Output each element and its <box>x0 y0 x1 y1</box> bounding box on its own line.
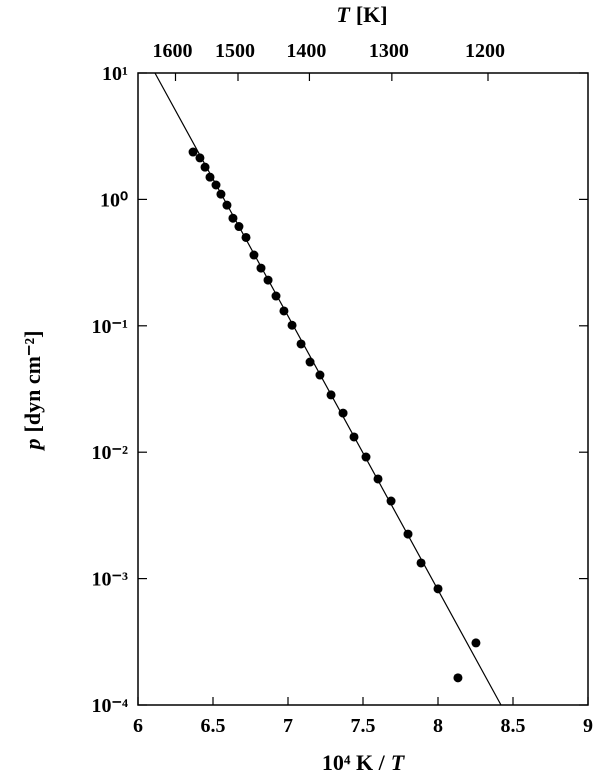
data-point <box>263 275 273 285</box>
x2-tick-label: 1300 <box>369 40 409 62</box>
x2-tick-label: 1400 <box>286 40 326 62</box>
y-tick-label: 10⁻¹ <box>91 316 128 338</box>
data-point <box>256 263 266 273</box>
x2-label-unit: [K] <box>356 2 388 27</box>
data-point <box>205 172 215 182</box>
data-point <box>315 370 325 380</box>
x-tick-label: 6 <box>133 715 143 737</box>
x-axis-label: 10⁴ K / T <box>322 750 406 775</box>
y-tick-label: 10⁻⁴ <box>91 695 128 717</box>
x-label-var: T <box>391 750 406 775</box>
data-point <box>216 189 226 199</box>
x-tick-label: 8.5 <box>501 715 526 737</box>
x-tick-label: 7.5 <box>351 715 376 737</box>
y-label-var: p <box>20 438 45 451</box>
data-point <box>403 529 413 539</box>
data-point <box>361 452 371 462</box>
data-point <box>471 638 481 648</box>
y-tick-label: 10⁰ <box>100 189 128 211</box>
x2-tick-label: 1500 <box>215 40 255 62</box>
x-tick-label: 8 <box>433 715 443 737</box>
data-point <box>433 584 443 594</box>
y-tick-label: 10⁻³ <box>91 569 128 591</box>
x-tick-label: 7 <box>283 715 293 737</box>
y-tick-label: 10⁻² <box>91 442 128 464</box>
data-point <box>416 558 426 568</box>
data-point <box>211 180 221 190</box>
y-label-unit: [dyn cm⁻²] <box>20 331 45 433</box>
data-point <box>188 147 198 157</box>
data-point <box>349 432 359 442</box>
data-point <box>279 306 289 316</box>
data-point <box>234 222 244 232</box>
data-point <box>287 320 297 330</box>
x-tick-label: 6.5 <box>201 715 226 737</box>
data-point <box>453 673 463 683</box>
x2-label-var: T <box>336 2 351 27</box>
y-axis-label: p [dyn cm⁻²] <box>20 331 45 452</box>
data-point <box>200 162 210 172</box>
data-point <box>338 408 348 418</box>
data-point <box>222 200 232 210</box>
x2-tick-label: 1200 <box>465 40 505 62</box>
x-tick-label: 9 <box>583 715 593 737</box>
x-label-unit: 10⁴ K / <box>322 750 386 775</box>
data-point <box>241 232 251 242</box>
data-point <box>249 250 259 260</box>
x2-tick-label: 1600 <box>153 40 193 62</box>
data-point <box>373 474 383 484</box>
x2-axis-label: T [K] <box>336 2 387 27</box>
y-tick-label: 10¹ <box>102 63 128 85</box>
data-point <box>296 339 306 349</box>
data-point <box>195 153 205 163</box>
data-point <box>326 390 336 400</box>
data-point <box>305 357 315 367</box>
data-point <box>386 496 396 506</box>
data-point <box>271 291 281 301</box>
data-point <box>228 213 238 223</box>
